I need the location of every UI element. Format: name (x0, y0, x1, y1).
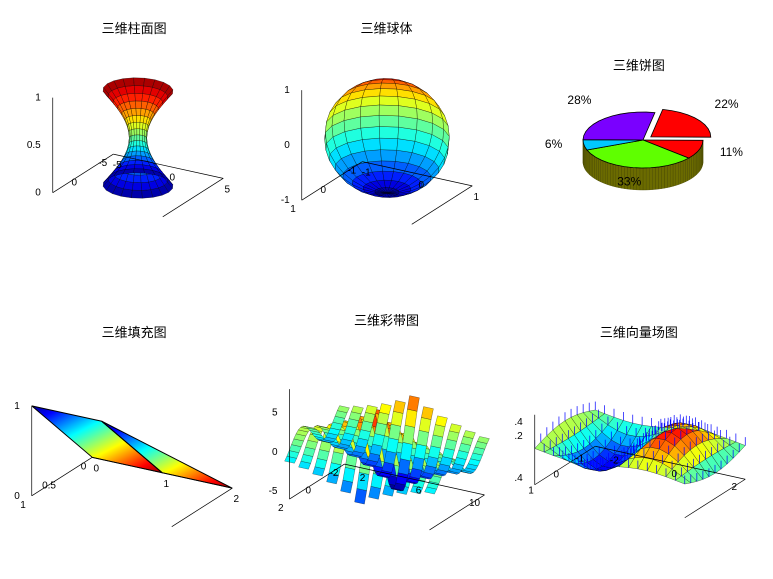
svg-text:2: 2 (731, 481, 737, 492)
subplot-grid: 三维柱面图00.51-505-50 三维球体-101-101-101 三维饼图2… (10, 10, 763, 569)
svg-text:0: 0 (419, 180, 425, 191)
svg-text:-0.4: -0.4 (515, 472, 523, 483)
svg-text:33%: 33% (617, 174, 641, 188)
svg-text:10: 10 (469, 497, 481, 508)
svg-text:1: 1 (20, 499, 26, 510)
svg-text:6: 6 (416, 485, 422, 496)
svg-text:-5: -5 (269, 486, 278, 497)
svg-text:0.5: 0.5 (27, 140, 41, 151)
subplot-quiver: 三维向量场图-0.40.20.4-202-101 (515, 292, 763, 570)
svg-text:28%: 28% (567, 93, 591, 107)
svg-text:0.4: 0.4 (515, 416, 523, 427)
svg-text:0: 0 (169, 172, 175, 183)
svg-text:-2: -2 (330, 468, 339, 479)
svg-text:0.2: 0.2 (515, 430, 523, 441)
svg-text:1: 1 (474, 192, 480, 203)
svg-text:5: 5 (272, 407, 278, 418)
subplot-ribbon: 三维彩带图-5052610-202 (262, 292, 510, 570)
svg-text:2: 2 (278, 503, 284, 514)
subplot-sphere: 三维球体-101-101-101 (262, 10, 510, 288)
svg-text:-1: -1 (362, 168, 371, 179)
svg-text:0: 0 (35, 188, 41, 199)
svg-text:-1: -1 (575, 453, 584, 464)
subplot-cylinder: 三维柱面图00.51-505-50 (10, 10, 258, 288)
svg-text:2: 2 (233, 494, 239, 505)
svg-text:1: 1 (14, 400, 20, 411)
svg-text:0.5: 0.5 (42, 480, 56, 491)
svg-text:22%: 22% (714, 97, 738, 111)
svg-text:0: 0 (306, 485, 312, 496)
svg-text:6%: 6% (545, 137, 563, 151)
svg-text:0: 0 (553, 469, 559, 480)
subplot-pie: 三维饼图22%11%33%6%28% (515, 10, 763, 288)
svg-text:1: 1 (291, 204, 297, 215)
svg-text:2: 2 (360, 473, 366, 484)
subplot-fill: 三维填充图0101200.51 (10, 292, 258, 570)
svg-text:0: 0 (272, 446, 278, 457)
svg-text:0: 0 (81, 461, 87, 472)
svg-text:11%: 11% (719, 145, 742, 159)
svg-text:5: 5 (224, 184, 230, 195)
svg-text:1: 1 (163, 478, 169, 489)
svg-text:1: 1 (528, 485, 534, 496)
svg-text:0: 0 (71, 177, 77, 188)
svg-text:-1: -1 (348, 166, 357, 177)
svg-text:0: 0 (285, 140, 291, 151)
svg-text:-1: -1 (281, 195, 290, 206)
svg-text:0: 0 (671, 468, 677, 479)
svg-text:-5: -5 (98, 158, 107, 169)
svg-text:1: 1 (35, 93, 41, 104)
svg-text:-5: -5 (113, 160, 122, 171)
svg-text:1: 1 (285, 85, 291, 96)
svg-text:0: 0 (93, 463, 99, 474)
svg-text:-2: -2 (609, 455, 618, 466)
svg-text:0: 0 (321, 185, 327, 196)
